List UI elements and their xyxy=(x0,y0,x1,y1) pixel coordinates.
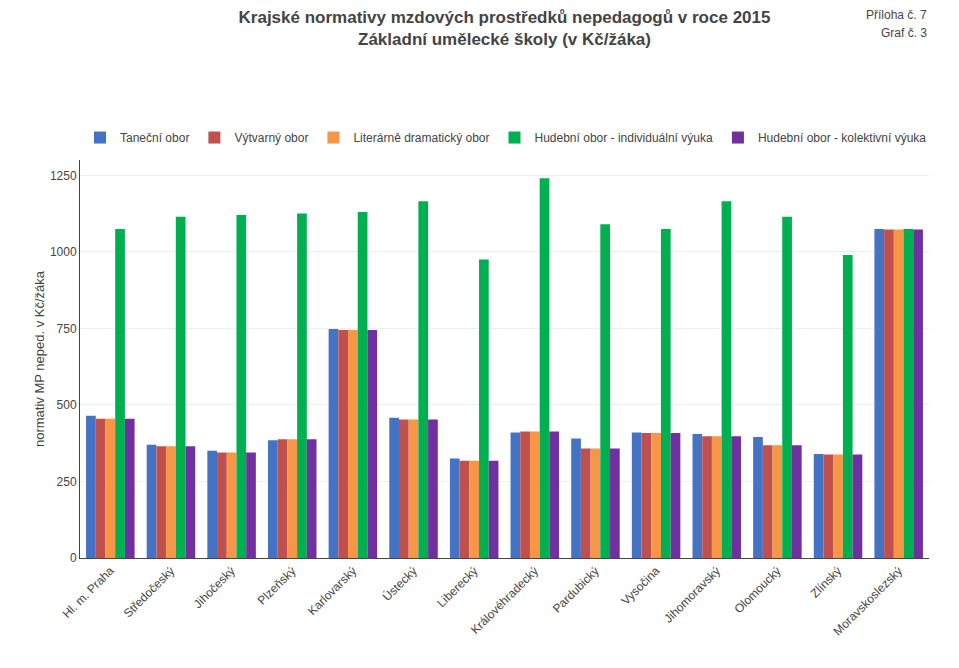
svg-text:Krajské normativy mzdových pro: Krajské normativy mzdových prostředků ne… xyxy=(239,8,771,49)
svg-text:Středočeský: Středočeský xyxy=(121,564,178,621)
svg-text:Plzeňský: Plzeňský xyxy=(255,564,299,608)
svg-text:Jihočeský: Jihočeský xyxy=(191,564,238,611)
svg-text:Olomoucký: Olomoucký xyxy=(731,564,783,616)
svg-text:1250: 1250 xyxy=(50,169,77,183)
svg-text:Pardubický: Pardubický xyxy=(550,564,602,616)
svg-text:Vysočina: Vysočina xyxy=(618,564,662,608)
svg-text:500: 500 xyxy=(57,398,77,412)
svg-text:Taneční obor: Taneční obor xyxy=(120,131,189,145)
svg-text:1000: 1000 xyxy=(50,245,77,259)
svg-text:Hudební obor - kolektivní výuk: Hudební obor - kolektivní výuka xyxy=(758,131,926,145)
svg-text:Hudební obor - individuální vý: Hudební obor - individuální výuka xyxy=(535,131,713,145)
svg-text:normativ MP neped. v Kč/žáka: normativ MP neped. v Kč/žáka xyxy=(32,270,47,447)
svg-text:Zlínský: Zlínský xyxy=(808,564,845,601)
svg-text:Karlovarský: Karlovarský xyxy=(305,564,359,618)
svg-text:Královéhradecký: Královéhradecký xyxy=(468,564,541,637)
svg-text:Hl. m. Praha: Hl. m. Praha xyxy=(60,564,117,621)
svg-text:Příloha č. 7: Příloha č. 7 xyxy=(866,8,927,22)
svg-text:250: 250 xyxy=(57,475,77,489)
svg-text:0: 0 xyxy=(70,551,77,565)
svg-text:Literárně dramatický obor: Literárně dramatický obor xyxy=(353,131,489,145)
svg-text:Moravskoslezský: Moravskoslezský xyxy=(831,564,906,639)
svg-text:Liberecký: Liberecký xyxy=(434,564,480,610)
svg-text:Graf č. 3: Graf č. 3 xyxy=(881,26,927,40)
svg-text:750: 750 xyxy=(57,322,77,336)
svg-text:Výtvarný obor: Výtvarný obor xyxy=(234,131,308,145)
svg-text:Ústecký: Ústecký xyxy=(379,563,420,604)
svg-text:Jihomoravský: Jihomoravský xyxy=(661,564,723,626)
